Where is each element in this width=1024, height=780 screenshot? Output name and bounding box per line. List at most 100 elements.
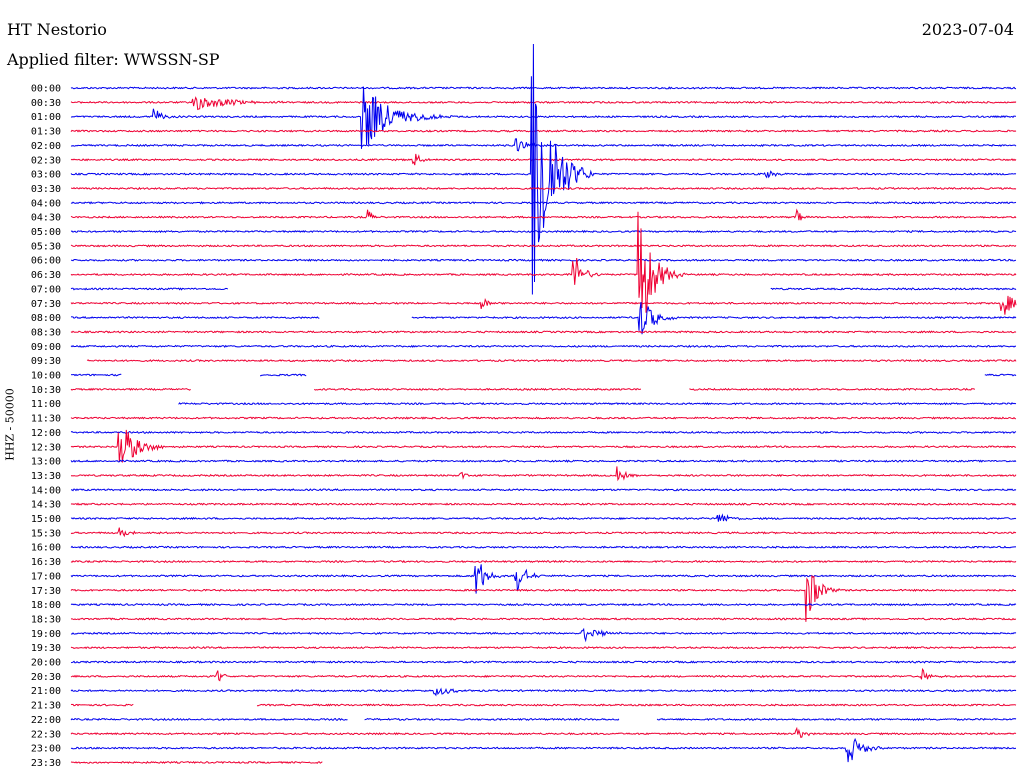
trace-line bbox=[70, 667, 1017, 682]
trace-line bbox=[70, 302, 1017, 335]
trace-line bbox=[70, 138, 1017, 152]
time-tick-label: 14:00 bbox=[31, 485, 61, 496]
time-tick-label: 17:30 bbox=[31, 586, 61, 597]
time-tick-label: 09:00 bbox=[31, 342, 61, 353]
time-tick-label: 20:00 bbox=[31, 658, 61, 669]
trace-line bbox=[70, 459, 1017, 463]
time-tick-label: 21:00 bbox=[31, 686, 61, 697]
time-tick-label: 10:30 bbox=[31, 385, 61, 396]
trace-line bbox=[70, 737, 1017, 763]
time-tick-label: 05:30 bbox=[31, 241, 61, 252]
trace-line bbox=[70, 564, 1017, 594]
time-tick-label: 19:00 bbox=[31, 629, 61, 640]
time-tick-label: 18:30 bbox=[31, 614, 61, 625]
time-tick-label: 16:30 bbox=[31, 557, 61, 568]
trace-line bbox=[70, 430, 1017, 435]
trace-line bbox=[71, 389, 1016, 391]
trace-line bbox=[70, 574, 1017, 622]
time-tick-label: 01:00 bbox=[31, 112, 61, 123]
time-tick-label: 02:30 bbox=[31, 155, 61, 166]
time-tick-label: 15:00 bbox=[31, 514, 61, 525]
trace-line bbox=[70, 559, 1017, 564]
time-tick-label: 14:30 bbox=[31, 500, 61, 511]
trace-line bbox=[70, 646, 1017, 650]
time-tick-label: 22:00 bbox=[31, 715, 61, 726]
trace-line bbox=[70, 186, 1017, 191]
trace-line bbox=[70, 660, 1017, 664]
trace-line bbox=[178, 401, 1017, 406]
time-tick-label: 12:30 bbox=[31, 442, 61, 453]
trace-line bbox=[70, 244, 1017, 248]
date-title: 2023-07-04 bbox=[921, 20, 1014, 39]
trace-line bbox=[70, 488, 1017, 492]
trace-line bbox=[86, 358, 1017, 363]
time-tick-label: 17:00 bbox=[31, 571, 61, 582]
trace-line bbox=[70, 43, 1017, 295]
trace-line bbox=[70, 717, 1017, 722]
trace-line bbox=[70, 287, 1017, 291]
trace-line bbox=[70, 201, 1017, 205]
time-tick-label: 07:30 bbox=[31, 299, 61, 310]
trace-line bbox=[70, 466, 1017, 482]
time-tick-label: 04:30 bbox=[31, 213, 61, 224]
time-tick-label: 18:00 bbox=[31, 600, 61, 611]
trace-line bbox=[70, 416, 1017, 420]
time-tick-label: 12:00 bbox=[31, 428, 61, 439]
trace-line bbox=[70, 429, 1017, 463]
station-title: HT Nestorio bbox=[7, 20, 107, 39]
trace-line bbox=[70, 726, 1017, 739]
time-tick-label: 15:30 bbox=[31, 528, 61, 539]
trace-line bbox=[70, 295, 1017, 315]
trace-line bbox=[70, 513, 1017, 522]
time-tick-label: 00:30 bbox=[31, 98, 61, 109]
time-tick-label: 16:00 bbox=[31, 543, 61, 554]
time-tick-label: 22:30 bbox=[31, 729, 61, 740]
time-tick-label: 09:30 bbox=[31, 356, 61, 367]
time-tick-label: 06:00 bbox=[31, 256, 61, 267]
trace-line bbox=[70, 502, 1017, 506]
time-tick-label: 10:00 bbox=[31, 371, 61, 382]
trace-line bbox=[70, 208, 1017, 221]
time-tick-label: 00:00 bbox=[31, 84, 61, 95]
trace-line bbox=[70, 211, 1017, 313]
trace-line bbox=[70, 602, 1017, 607]
time-tick-label: 08:00 bbox=[31, 313, 61, 324]
time-tick-label: 01:30 bbox=[31, 127, 61, 138]
time-tick-label: 11:00 bbox=[31, 399, 61, 410]
trace-line bbox=[70, 545, 1017, 549]
trace-line bbox=[70, 153, 1017, 166]
time-tick-label: 13:30 bbox=[31, 471, 61, 482]
filter-label: Applied filter: WWSSN-SP bbox=[7, 50, 220, 69]
trace-line bbox=[70, 687, 1017, 697]
trace-line bbox=[70, 617, 1017, 621]
time-tick-label: 23:30 bbox=[31, 758, 61, 769]
trace-line bbox=[70, 627, 1017, 643]
time-tick-label: 21:30 bbox=[31, 701, 61, 712]
trace-line bbox=[70, 96, 1017, 111]
trace-line bbox=[70, 330, 1017, 334]
time-tick-label: 20:30 bbox=[31, 672, 61, 683]
time-tick-label: 07:00 bbox=[31, 284, 61, 295]
time-tick-label: 13:00 bbox=[31, 457, 61, 468]
trace-line bbox=[70, 86, 1017, 90]
trace-line bbox=[70, 229, 1017, 234]
trace-line bbox=[70, 258, 1017, 262]
time-tick-label: 19:30 bbox=[31, 643, 61, 654]
trace-line bbox=[70, 527, 1017, 538]
time-tick-label: 23:00 bbox=[31, 744, 61, 755]
time-tick-label: 08:30 bbox=[31, 327, 61, 338]
trace-line bbox=[71, 762, 1016, 764]
time-tick-label: 03:30 bbox=[31, 184, 61, 195]
time-tick-label: 02:00 bbox=[31, 141, 61, 152]
time-tick-label: 05:00 bbox=[31, 227, 61, 238]
time-tick-label: 03:00 bbox=[31, 170, 61, 181]
trace-line bbox=[70, 344, 1017, 348]
time-tick-label: 11:30 bbox=[31, 414, 61, 425]
trace-line bbox=[70, 129, 1017, 133]
time-tick-label: 06:30 bbox=[31, 270, 61, 281]
trace-line bbox=[70, 373, 1017, 377]
time-tick-label: 04:00 bbox=[31, 198, 61, 209]
trace-line bbox=[70, 86, 1017, 149]
trace-line bbox=[70, 703, 1017, 707]
